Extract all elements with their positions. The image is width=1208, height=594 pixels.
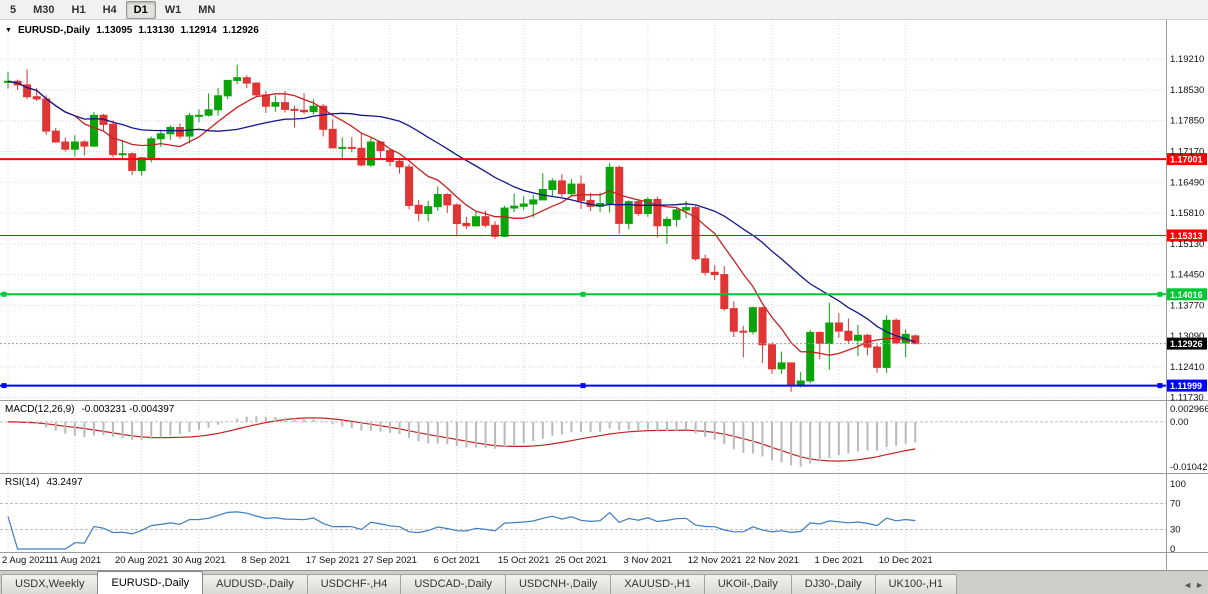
macd-signal-line (7, 417, 916, 462)
price-axis-label: 1.13770 (1170, 300, 1204, 311)
timeframe-button-5[interactable]: 5 (10, 3, 17, 16)
date-axis-label: 22 Nov 2021 (745, 555, 799, 566)
macd-panel (0, 417, 1166, 462)
price-axis-label: 1.18530 (1170, 85, 1204, 96)
axis-price-tag-1-14016: 1.14016 (1167, 288, 1207, 301)
date-axis-label: 3 Nov 2021 (624, 555, 673, 566)
rsi-panel (0, 503, 1166, 550)
ohlc-close: 1.12926 (222, 25, 259, 36)
timeframe-button-h4[interactable]: H4 (102, 3, 117, 16)
price-axis-label: 1.17170 (1170, 146, 1204, 157)
date-axis-label: 1 Dec 2021 (815, 555, 864, 566)
rsi-indicator-value: 43.2497 (46, 477, 83, 488)
date-axis-label: 25 Oct 2021 (555, 555, 607, 566)
moving-average-21-line (7, 80, 916, 343)
rsi-indicator-name: RSI(14) (5, 477, 40, 488)
date-axis-label: 27 Sep 2021 (363, 555, 417, 566)
chart-tab-bar: USDX,Weekly EURUSD-,Daily AUDUSD-,Daily USD… (0, 570, 1208, 594)
tab-scroll-controls: ◄ ► (1183, 580, 1204, 590)
date-axis-label: 12 Nov 2021 (688, 555, 742, 566)
hline-drag-handle[interactable] (1, 291, 7, 297)
date-axis-label: 30 Aug 2021 (172, 555, 225, 566)
macd-axis-label: 0.00 (1170, 417, 1189, 428)
axis-price-tag-1-15313: 1.15313 (1167, 229, 1207, 242)
hline-drag-handle[interactable] (580, 291, 586, 297)
rsi-axis-label: 0 (1170, 544, 1175, 555)
chart-canvas[interactable]: 1.170011.153131.140161.119991.129261.192… (0, 20, 1208, 570)
timeframe-button-m30[interactable]: M30 (33, 3, 55, 16)
rsi-axis-label: 30 (1170, 525, 1181, 536)
rsi-indicator-header: RSI(14) 43.2497 (5, 477, 83, 488)
chart-tab-usdcnh-daily[interactable]: USDCNH-,Daily (504, 574, 612, 594)
price-axis-label: 1.16490 (1170, 177, 1204, 188)
macd-indicator-values: -0.003231 -0.004397 (81, 404, 175, 415)
chart-tab-audusd-daily[interactable]: AUDUSD-,Daily (202, 574, 308, 594)
date-axis-label: 10 Dec 2021 (879, 555, 933, 566)
timeframe-button-w1[interactable]: W1 (164, 3, 182, 16)
date-axis-label: 17 Sep 2021 (306, 555, 360, 566)
rsi-line (7, 511, 916, 550)
hline-1-14016[interactable] (0, 291, 1166, 297)
grid-layer (0, 22, 1166, 552)
chart-tab-dj30-daily[interactable]: DJ30-,Daily (790, 574, 876, 594)
timeframe-toolbar: 5 M30 H1 H4 D1 W1 MN (0, 0, 1208, 20)
macd-axis-label: 0.002966 (1170, 404, 1208, 415)
chart-tab-xauusd-h1[interactable]: XAUUSD-,H1 (610, 574, 705, 594)
date-axis-label: 15 Oct 2021 (498, 555, 550, 566)
date-axis-label: 20 Aug 2021 (115, 555, 168, 566)
axis-price-tag-1-11999: 1.11999 (1167, 379, 1207, 392)
price-axis-label: 1.11730 (1170, 393, 1204, 404)
chart-ohlc-header: ▼ EURUSD-,Daily 1.13095 1.13130 1.12914 … (5, 25, 259, 36)
chart-tab-usdx-weekly[interactable]: USDX,Weekly (1, 574, 99, 594)
ohlc-high: 1.13130 (138, 25, 175, 36)
axis-bid-tag: 1.12926 (1167, 337, 1207, 350)
price-axis-label: 1.15810 (1170, 208, 1204, 219)
hline-1-11999[interactable] (0, 383, 1166, 389)
panel-separators (0, 20, 1208, 570)
tab-scroll-left-icon[interactable]: ◄ (1183, 580, 1193, 590)
svg-text:1.15313: 1.15313 (1170, 231, 1203, 241)
macd-axis-label: -0.010422 (1170, 462, 1208, 473)
price-axis[interactable]: 1.19210 1.18530 1.17850 1.17170 1.16490 1.158… (1170, 54, 1208, 555)
macd-histogram (16, 416, 917, 467)
date-axis-label: 6 Oct 2021 (434, 555, 480, 566)
date-axis-label: 8 Sep 2021 (242, 555, 291, 566)
rsi-axis-label: 70 (1170, 499, 1181, 510)
chart-tab-eurusd-daily[interactable]: EURUSD-,Daily (97, 571, 204, 594)
tab-scroll-right-icon[interactable]: ► (1195, 580, 1204, 590)
timeframe-button-h1[interactable]: H1 (71, 3, 86, 16)
axis-price-tag-1-17001: 1.17001 (1167, 153, 1207, 166)
timeframe-button-mn[interactable]: MN (198, 3, 216, 16)
date-axis-label: 11 Aug 2021 (49, 555, 102, 566)
chart-symbol-period: EURUSD-,Daily (17, 25, 91, 36)
timeframe-button-d1[interactable]: D1 (125, 0, 156, 19)
chart-tab-usdchf-h4[interactable]: USDCHF-,H4 (306, 574, 402, 594)
hline-drag-handle[interactable] (1157, 383, 1163, 389)
price-axis-label: 1.15130 (1170, 239, 1204, 250)
price-axis-label: 1.17850 (1170, 116, 1204, 127)
date-axis-label: 2 Aug 2021 (2, 555, 50, 566)
chart-tab-usdcad-daily[interactable]: USDCAD-,Daily (400, 574, 506, 594)
macd-indicator-name: MACD(12,26,9) (5, 404, 75, 415)
hline-drag-handle[interactable] (1157, 291, 1163, 297)
hline-drag-handle[interactable] (1, 383, 7, 389)
price-axis-label: 1.13090 (1170, 331, 1204, 342)
ohlc-low: 1.12914 (180, 25, 217, 36)
price-axis-label: 1.19210 (1170, 54, 1204, 65)
svg-text:1.17001: 1.17001 (1170, 155, 1203, 165)
chart-tab-ukoil-daily[interactable]: UKOil-,Daily (703, 574, 792, 594)
chart-tab-uk100-h1[interactable]: UK100-,H1 (874, 574, 958, 594)
svg-text:1.12926: 1.12926 (1170, 339, 1203, 349)
rsi-axis-label: 100 (1170, 479, 1186, 490)
svg-text:1.11999: 1.11999 (1170, 381, 1202, 391)
moving-average-8-line (7, 80, 916, 356)
macd-indicator-header: MACD(12,26,9) -0.003231 -0.004397 (5, 404, 174, 415)
price-axis-label: 1.12410 (1170, 362, 1204, 373)
ohlc-open: 1.13095 (96, 25, 133, 36)
svg-text:1.14016: 1.14016 (1170, 290, 1203, 300)
price-axis-label: 1.14450 (1170, 270, 1204, 281)
hline-drag-handle[interactable] (580, 383, 586, 389)
chart-collapse-triangle-icon[interactable]: ▼ (5, 26, 12, 34)
